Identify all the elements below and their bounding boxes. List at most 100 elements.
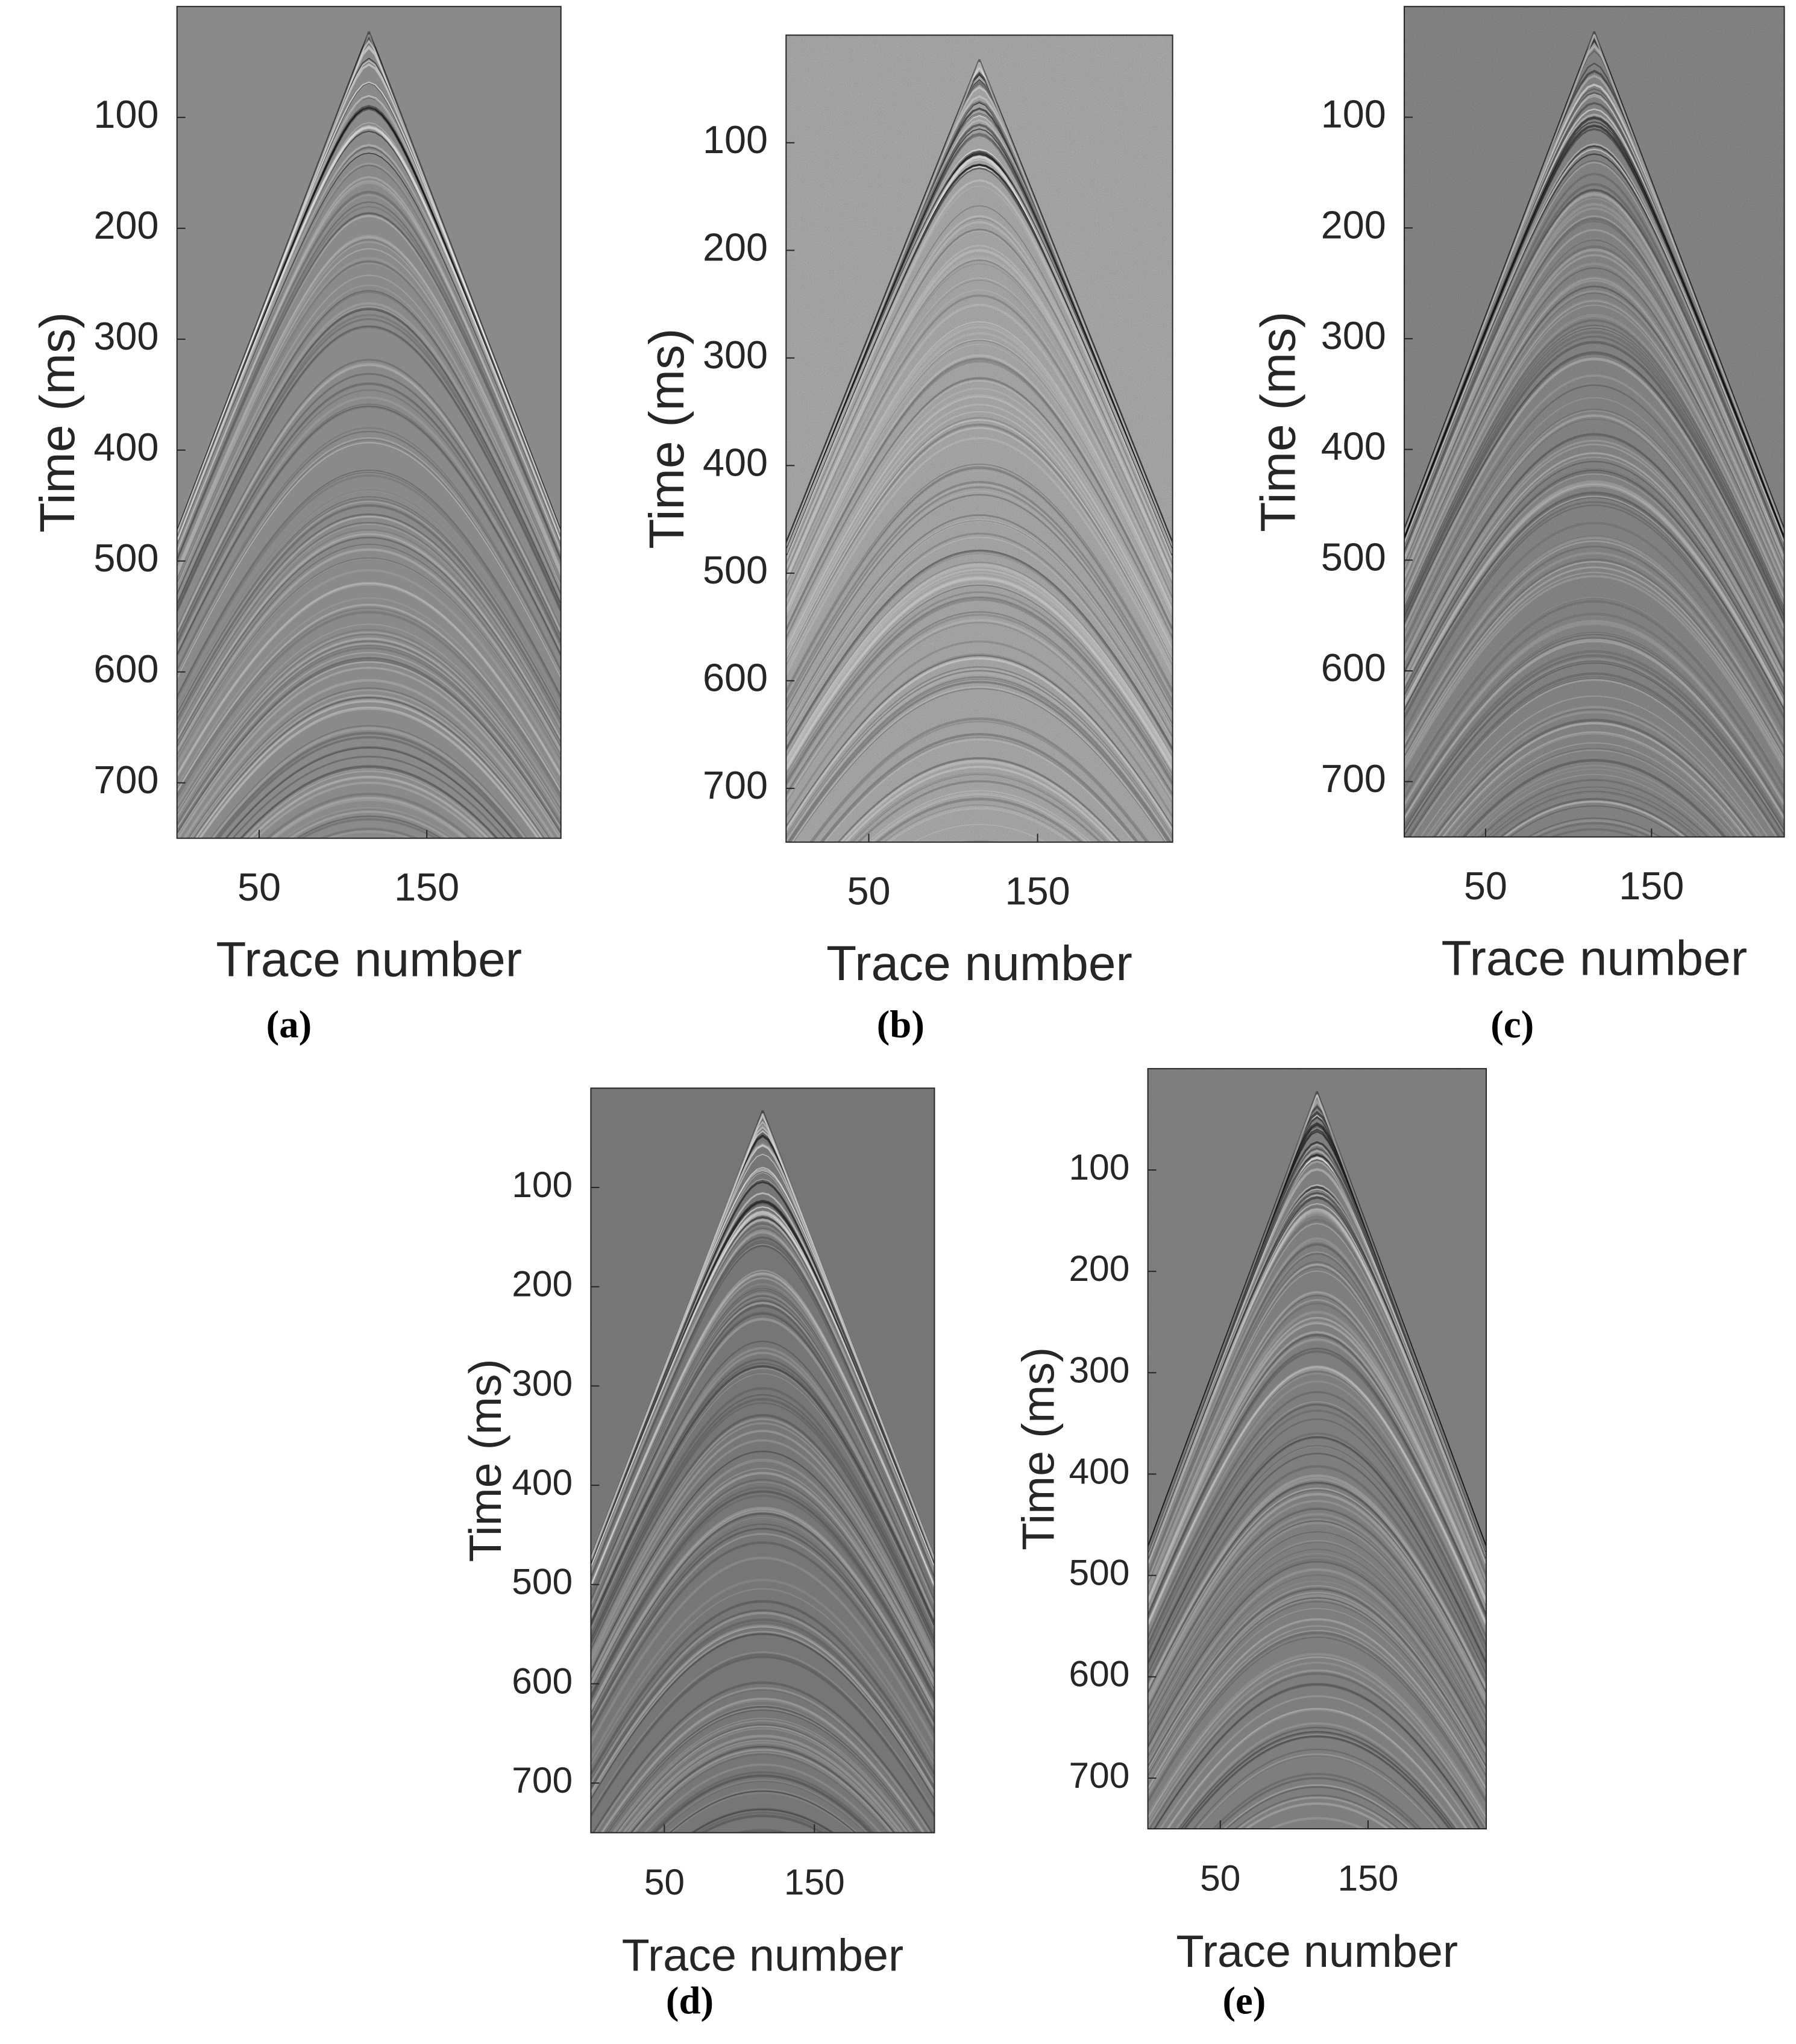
reflection — [284, 808, 454, 838]
reflection — [195, 700, 543, 838]
panel: 100 200 300 400 500 600 700 50 150 Trace number Ti… — [639, 34, 1173, 1046]
reflection — [177, 389, 561, 647]
reflection — [177, 308, 561, 603]
reflection — [177, 489, 561, 710]
reflection — [177, 81, 561, 533]
y-tick-label: 400 — [703, 440, 768, 484]
reflection — [177, 274, 561, 588]
y-tick-label: 600 — [703, 655, 768, 699]
reflection — [177, 530, 561, 738]
reflection — [177, 582, 561, 777]
reflection — [177, 604, 561, 793]
y-tick-label: 100 — [512, 1164, 573, 1205]
reflection — [177, 105, 561, 537]
reflection — [177, 557, 561, 758]
reflection — [177, 597, 561, 787]
reflection — [177, 241, 561, 574]
noise — [786, 35, 1173, 843]
reflection — [177, 652, 561, 829]
reflection — [192, 696, 546, 838]
plot-background — [177, 6, 561, 838]
reflection — [177, 405, 561, 656]
y-tick-label: 400 — [93, 425, 159, 469]
y-axis-label: Time (ms) — [460, 1359, 511, 1562]
reflection — [177, 143, 561, 544]
reflection — [177, 190, 561, 556]
reflection — [177, 533, 561, 740]
x-axis-label: Trace number — [826, 936, 1132, 991]
reflection — [191, 694, 547, 838]
reflection — [177, 130, 561, 541]
reflection — [270, 796, 468, 838]
reflection — [248, 775, 489, 838]
reflection — [177, 661, 561, 836]
reflection — [177, 427, 561, 669]
reflection — [177, 214, 561, 564]
reflection — [177, 359, 561, 629]
reflection — [177, 306, 561, 602]
reflection — [177, 558, 561, 758]
reflection — [177, 95, 561, 535]
reflection — [177, 364, 561, 632]
reflection — [177, 248, 561, 576]
y-tick-label: 400 — [1069, 1450, 1130, 1491]
reflection — [287, 810, 450, 838]
reflection — [324, 829, 414, 838]
x-axis-label: Trace number — [622, 1930, 904, 1981]
y-axis-label: Time (ms) — [1251, 312, 1306, 532]
y-tick-label: 700 — [1069, 1755, 1130, 1796]
reflection — [177, 469, 561, 696]
reflection — [177, 629, 561, 811]
x-tick-label: 50 — [1200, 1857, 1240, 1898]
reflection — [193, 697, 545, 838]
x-tick-label: 50 — [847, 869, 890, 913]
reflection — [177, 236, 561, 572]
reflection — [177, 194, 561, 557]
x-tick-label: 150 — [1005, 869, 1070, 913]
reflection — [177, 212, 561, 563]
reflection — [210, 725, 528, 838]
reflection — [177, 262, 561, 582]
reflection — [177, 500, 561, 717]
reflection — [177, 515, 561, 728]
y-tick-label: 700 — [703, 763, 768, 807]
reflection — [177, 325, 561, 612]
reflection — [274, 799, 465, 838]
reflection — [177, 176, 561, 552]
y-tick-label: 600 — [1321, 646, 1386, 690]
y-tick-label: 200 — [93, 203, 159, 247]
reflection — [195, 700, 543, 838]
x-tick-label: 50 — [644, 1861, 685, 1902]
reflection — [177, 603, 561, 791]
reflection — [177, 641, 561, 822]
reflection — [177, 544, 561, 747]
reflection — [177, 523, 561, 734]
y-tick-label: 500 — [703, 548, 768, 592]
reflection — [177, 504, 561, 720]
reflection — [243, 770, 494, 838]
x-tick-label: 150 — [1337, 1857, 1398, 1898]
reflection — [177, 533, 561, 741]
y-axis-label: Time (ms) — [30, 312, 85, 533]
reflection — [217, 736, 521, 838]
reflection — [177, 290, 561, 594]
reflection — [177, 206, 561, 561]
y-tick-label: 100 — [1069, 1146, 1130, 1187]
reflection — [177, 238, 561, 573]
plot-frame — [1147, 1068, 1487, 1829]
reflection — [198, 706, 539, 838]
reflection — [300, 818, 439, 838]
x-tick-label: 150 — [784, 1861, 845, 1902]
reflection — [177, 313, 561, 606]
reflection — [198, 706, 540, 838]
reflection — [183, 679, 555, 838]
reflection — [177, 181, 561, 553]
caption: (b) — [877, 1003, 925, 1046]
seismic-texture — [1404, 6, 1785, 837]
reflection — [177, 474, 561, 700]
reflection — [240, 766, 498, 838]
reflection — [177, 582, 561, 776]
reflection — [177, 634, 561, 815]
x-axis-label: Trace number — [216, 932, 522, 987]
